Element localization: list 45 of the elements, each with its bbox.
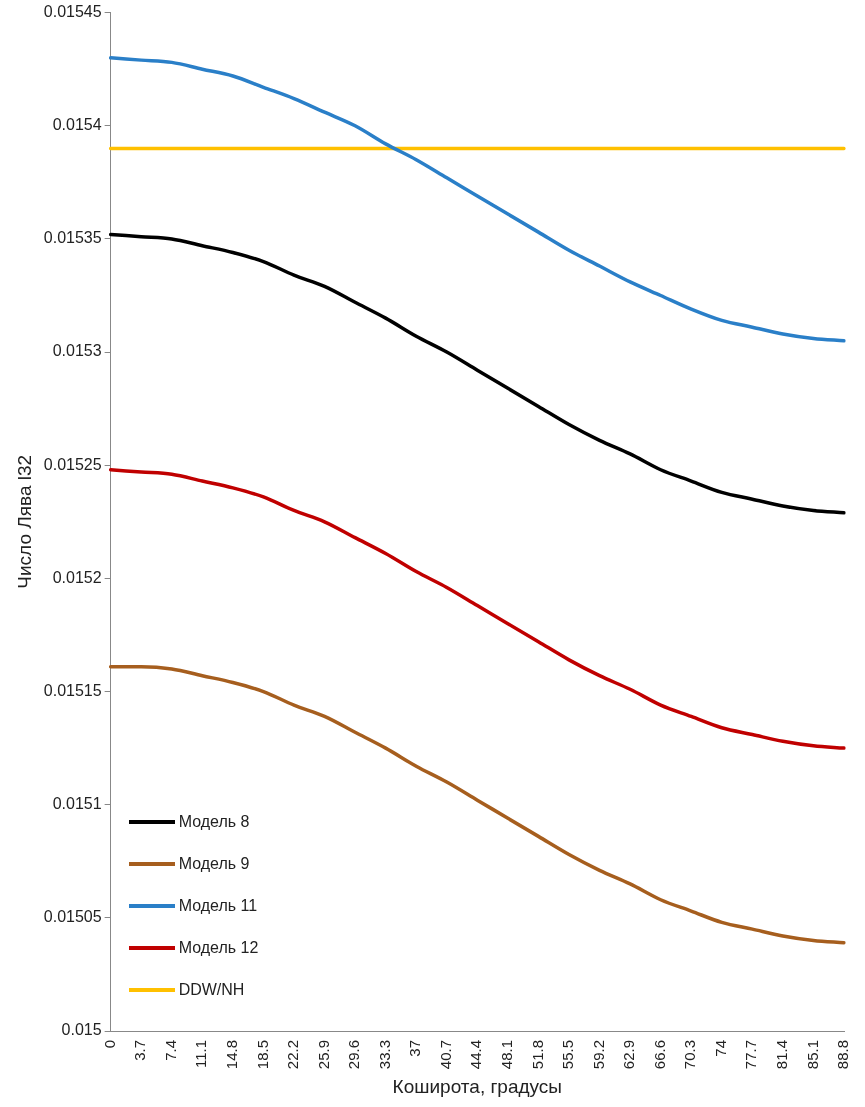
line-series xyxy=(108,56,846,343)
x-tick-label: 48.1 xyxy=(498,1040,516,1070)
line-series xyxy=(108,468,846,750)
x-tick-label: 62.9 xyxy=(620,1040,638,1070)
legend-label: DDW/NH xyxy=(178,981,245,999)
legend-label: Модель 11 xyxy=(178,897,258,915)
x-tick-label: 85.1 xyxy=(803,1040,821,1070)
x-tick-label: 74 xyxy=(711,1040,729,1057)
y-axis-title: Число Лява l32 xyxy=(13,454,35,589)
x-tick-label: 14.8 xyxy=(223,1040,240,1070)
x-tick-label: 0 xyxy=(100,1040,118,1049)
x-tick-label: 59.2 xyxy=(589,1040,607,1070)
y-tick-label: 0.0151 xyxy=(52,795,102,813)
y-tick-label: 0.01535 xyxy=(43,229,102,247)
x-tick-label: 81.4 xyxy=(773,1040,791,1070)
x-tick-label: 66.6 xyxy=(650,1040,668,1070)
x-tick-label: 22.2 xyxy=(284,1040,302,1070)
x-tick-label: 18.5 xyxy=(253,1040,271,1070)
x-tick-label: 40.7 xyxy=(436,1040,454,1070)
y-tick-label: 0.0153 xyxy=(52,342,102,360)
x-tick-label: 44.4 xyxy=(467,1040,485,1070)
x-tick-label: 70.3 xyxy=(681,1040,699,1070)
x-tick-label: 25.9 xyxy=(314,1040,332,1070)
x-tick-label: 7.4 xyxy=(161,1040,179,1061)
y-tick-label: 0.015 xyxy=(61,1021,102,1039)
y-tick-label: 0.0152 xyxy=(52,568,102,586)
legend-label: Модель 8 xyxy=(178,813,250,831)
y-tick-label: 0.0154 xyxy=(52,116,102,134)
x-tick-label: 77.7 xyxy=(742,1040,760,1070)
x-tick-label: 29.6 xyxy=(345,1040,363,1070)
x-axis-title: Коширота, градусы xyxy=(392,1075,563,1097)
legend-label: Модель 12 xyxy=(178,939,259,957)
line-series xyxy=(108,232,846,515)
y-tick-label: 0.01505 xyxy=(43,908,102,926)
x-tick-label: 55.5 xyxy=(559,1040,577,1070)
y-tick-label: 0.01545 xyxy=(43,3,102,21)
x-tick-label: 3.7 xyxy=(131,1040,149,1061)
x-tick-label: 51.8 xyxy=(528,1040,546,1070)
y-tick-label: 0.01515 xyxy=(43,681,102,699)
x-tick-label: 88.8 xyxy=(834,1040,852,1070)
y-tick-label: 0.01525 xyxy=(43,455,102,473)
x-tick-label: 11.1 xyxy=(192,1040,210,1069)
legend-label: Модель 9 xyxy=(178,855,250,873)
x-tick-label: 37 xyxy=(406,1040,424,1057)
x-tick-label: 33.3 xyxy=(375,1040,393,1070)
